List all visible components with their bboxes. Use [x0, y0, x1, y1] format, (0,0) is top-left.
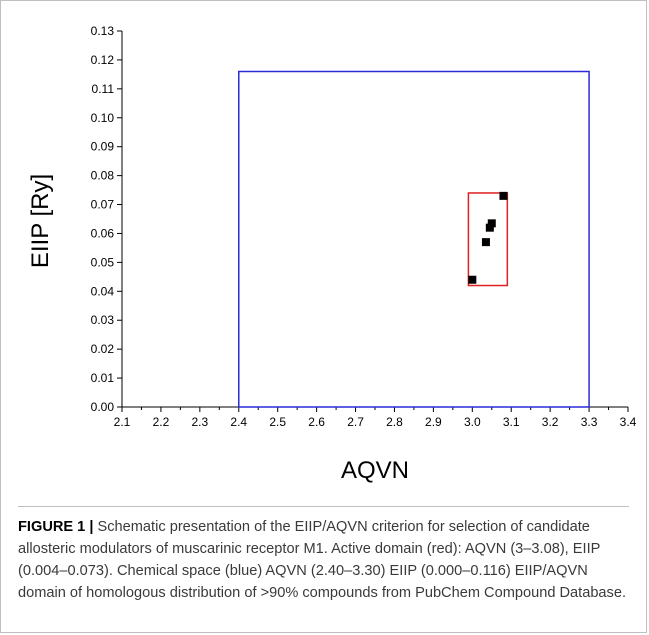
- y-tick-label: 0.09: [91, 140, 115, 154]
- blue-domain-rect: [238, 70, 590, 408]
- y-tick-label: 0.03: [91, 313, 115, 327]
- x-tick-label: 2.8: [386, 415, 403, 429]
- x-tick-label: 2.4: [230, 415, 247, 429]
- red-domain-rect: [467, 192, 509, 287]
- x-tick-label: 2.6: [308, 415, 325, 429]
- x-tick-label: 2.1: [114, 415, 131, 429]
- y-tick-label: 0.08: [91, 169, 115, 183]
- data-point: [481, 238, 490, 247]
- y-tick-label: 0.01: [91, 371, 115, 385]
- data-point: [485, 223, 494, 232]
- x-tick-label: 2.5: [269, 415, 286, 429]
- x-tick-label: 2.2: [153, 415, 170, 429]
- x-tick-label: 3.0: [464, 415, 481, 429]
- y-tick-label: 0.13: [91, 24, 115, 38]
- data-point: [487, 219, 496, 228]
- y-tick-label: 0.04: [91, 284, 115, 298]
- y-axis-title: EIIP [Ry]: [27, 174, 54, 268]
- x-tick-label: 2.3: [192, 415, 209, 429]
- x-tick-label: 3.3: [581, 415, 598, 429]
- y-tick-label: 0.11: [92, 82, 115, 96]
- y-tick-label: 0.02: [91, 342, 115, 356]
- y-tick-label: 0.07: [91, 198, 115, 212]
- y-tick-label: 0.00: [91, 400, 115, 414]
- y-tick-label: 0.10: [91, 111, 115, 125]
- plot-layer: 2.1 2.2 2.3 2.4 2.5 2.6 2.7 2.8 2.9 3.0 3.1 3.2 3.3 3…: [91, 24, 637, 429]
- caption-text: Schematic presentation of the EIIP/AQVN …: [18, 519, 627, 601]
- x-tick-label: 3.4: [620, 415, 637, 429]
- x-tick-label: 3.1: [503, 415, 520, 429]
- data-point: [468, 275, 477, 284]
- scatter-chart: 2.1 2.2 2.3 2.4 2.5 2.6 2.7 2.8 2.9 3.0 3.1 3.2 3.3 3…: [27, 24, 637, 484]
- x-axis-title: AQVN: [341, 457, 409, 484]
- x-tick-label: 2.9: [425, 415, 442, 429]
- y-tick-label: 0.05: [91, 255, 115, 269]
- figure-caption: FIGURE 1 | Schematic presentation of the…: [18, 516, 633, 604]
- y-tick-label: 0.12: [91, 53, 115, 67]
- x-tick-label: 3.2: [542, 415, 559, 429]
- x-tick-label: 2.7: [347, 415, 364, 429]
- caption-label: FIGURE 1 |: [18, 519, 94, 535]
- y-tick-label: 0.06: [91, 226, 115, 240]
- caption-divider: [18, 506, 629, 507]
- data-point: [499, 191, 508, 200]
